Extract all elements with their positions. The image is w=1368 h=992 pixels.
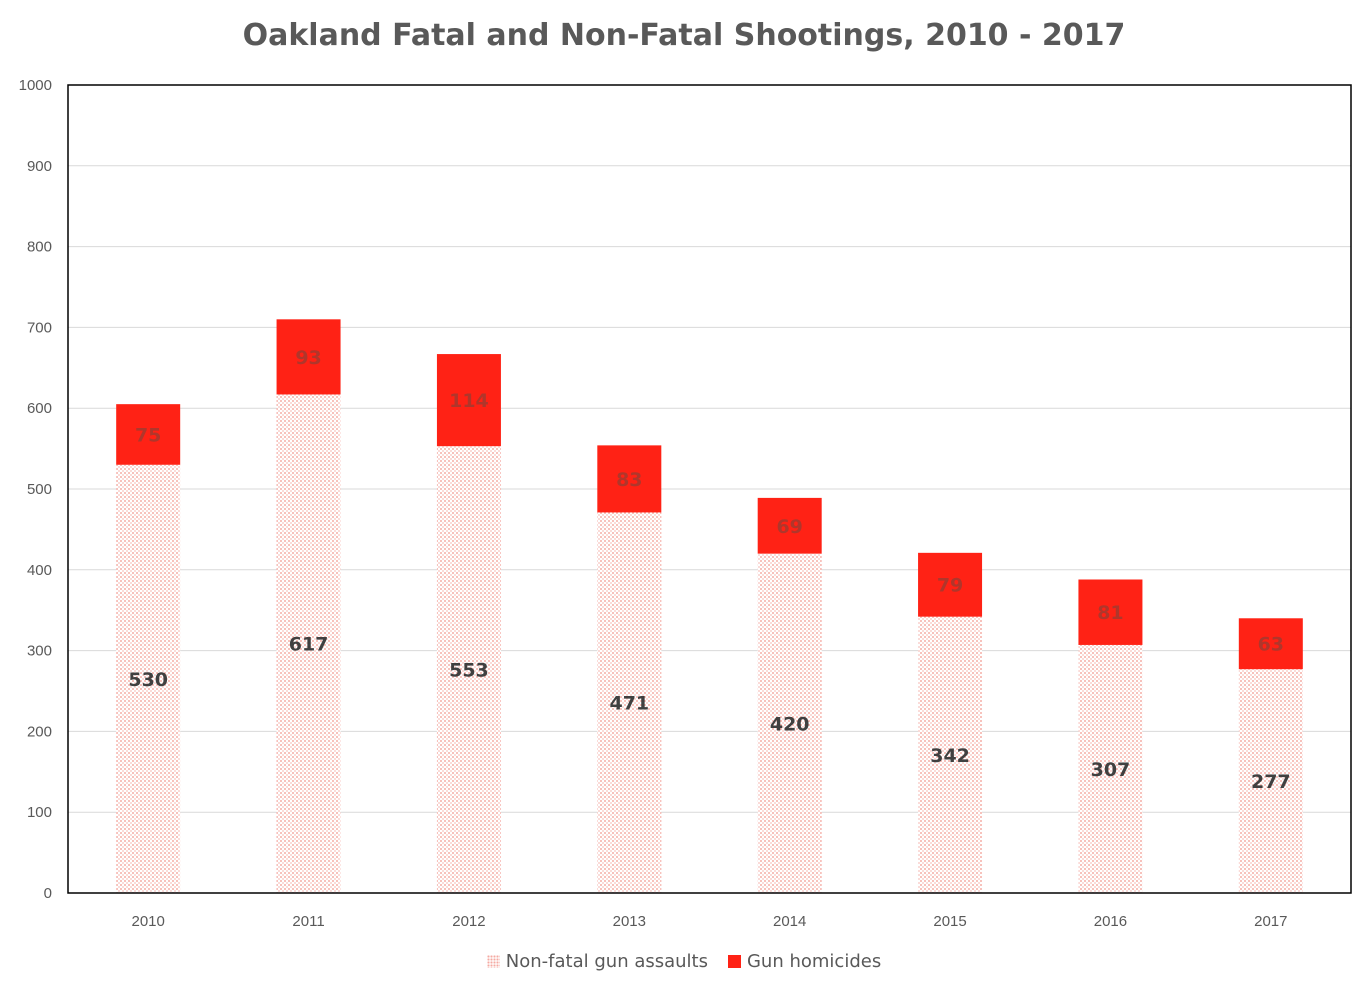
x-tick-label-2013: 2013 (613, 913, 646, 930)
y-tick-label: 700 (27, 319, 52, 336)
bar-gun-homicides-2013 (597, 445, 662, 513)
data-label-gun-homicides-2011: 93 (295, 347, 321, 369)
bar-non-fatal-2014 (757, 553, 822, 893)
bar-gun-homicides-2016 (1078, 579, 1143, 645)
data-label-non-fatal-2011: 617 (289, 634, 329, 656)
bar-non-fatal-2016 (1078, 644, 1143, 893)
data-label-non-fatal-2016: 307 (1091, 759, 1131, 781)
y-tick-label: 200 (27, 723, 52, 740)
data-label-non-fatal-2017: 277 (1251, 771, 1291, 793)
bars: 530 75 617 93 553 114 471 83 420 69 342 79 307 81 277 6… (116, 319, 1303, 893)
bar-non-fatal-2011 (276, 394, 341, 893)
data-label-gun-homicides-2017: 63 (1258, 634, 1284, 656)
legend: Non-fatal gun assaults Gun homicides (0, 951, 1368, 972)
x-tick-label-2016: 2016 (1094, 913, 1127, 930)
x-axis-ticks: 2010 2011 2012 2013 2014 2015 2016 2017 (132, 913, 1288, 930)
data-label-non-fatal-2010: 530 (128, 669, 168, 691)
data-label-gun-homicides-2016: 81 (1097, 602, 1123, 624)
gridlines (68, 165, 1351, 813)
legend-label-non-fatal: Non-fatal gun assaults (505, 951, 708, 972)
x-tick-label-2017: 2017 (1254, 913, 1287, 930)
bar-gun-homicides-2017 (1238, 618, 1303, 670)
x-tick-label-2014: 2014 (773, 913, 806, 930)
legend-item-gun-homicides: Gun homicides (727, 951, 882, 972)
bar-gun-homicides-2010 (116, 404, 181, 465)
bar-gun-homicides-2014 (757, 497, 822, 554)
x-tick-label-2011: 2011 (292, 913, 324, 930)
bar-non-fatal-2017 (1238, 669, 1303, 893)
bar-non-fatal-2015 (918, 616, 983, 893)
legend-swatch-non-fatal (486, 955, 500, 968)
y-tick-label: 600 (27, 400, 52, 417)
y-tick-label: 100 (27, 804, 52, 821)
x-tick-label-2012: 2012 (452, 913, 485, 930)
legend-item-non-fatal: Non-fatal gun assaults (486, 951, 708, 972)
data-label-non-fatal-2013: 471 (609, 693, 649, 715)
data-label-non-fatal-2012: 553 (449, 660, 489, 682)
legend-label-gun-homicides: Gun homicides (746, 951, 882, 972)
bar-gun-homicides-2012 (436, 354, 501, 447)
y-tick-label: 1000 (19, 77, 52, 94)
data-label-non-fatal-2015: 342 (930, 745, 970, 767)
data-label-non-fatal-2014: 420 (770, 713, 810, 735)
bar-non-fatal-2010 (116, 464, 181, 893)
y-axis-ticks: 0 100 200 300 400 500 600 700 800 900 1000 (19, 77, 52, 902)
bar-non-fatal-2012 (436, 446, 501, 893)
plot-frame (67, 84, 1352, 894)
x-tick-label-2010: 2010 (132, 913, 165, 930)
data-label-gun-homicides-2015: 79 (937, 575, 963, 597)
y-tick-label: 400 (27, 562, 52, 579)
y-tick-label: 800 (27, 239, 52, 256)
y-tick-label: 500 (27, 481, 52, 498)
bar-gun-homicides-2011 (276, 319, 341, 395)
data-label-gun-homicides-2010: 75 (135, 424, 161, 446)
data-label-gun-homicides-2012: 114 (449, 390, 489, 412)
bar-non-fatal-2013 (597, 512, 662, 893)
y-tick-label: 900 (27, 158, 52, 175)
y-tick-label: 300 (27, 643, 52, 660)
bar-gun-homicides-2015 (918, 552, 983, 617)
chart-svg: 0 100 200 300 400 500 600 700 800 900 1000 530 75 61… (19, 77, 1352, 930)
chart-title: Oakland Fatal and Non-Fatal Shootings, 2… (242, 18, 1126, 53)
data-label-gun-homicides-2014: 69 (776, 516, 802, 538)
x-tick-label-2015: 2015 (933, 913, 966, 930)
data-label-gun-homicides-2013: 83 (616, 469, 642, 491)
legend-swatch-gun-homicides (727, 955, 741, 968)
y-tick-label: 0 (44, 885, 52, 902)
